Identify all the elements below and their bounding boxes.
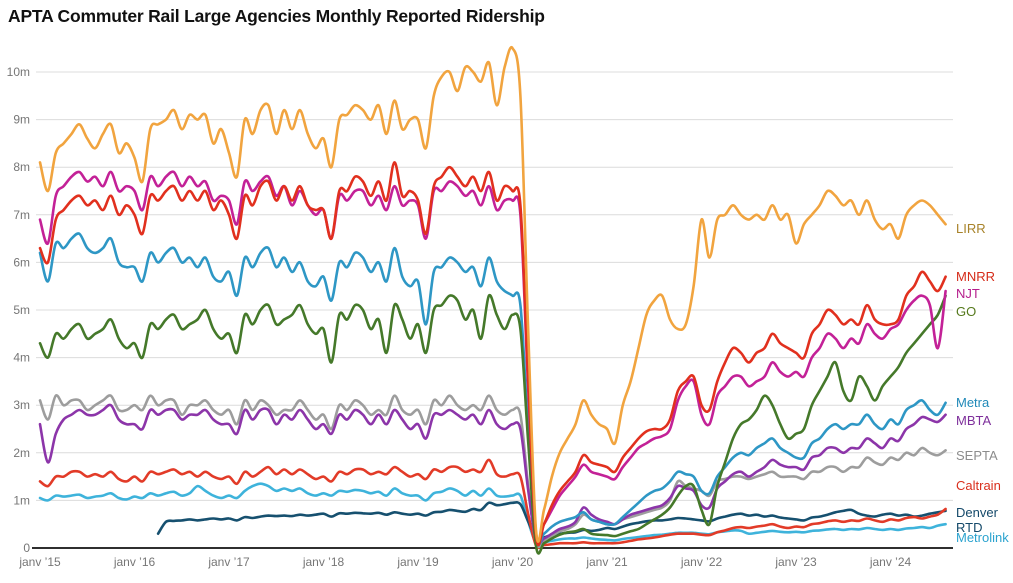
series-line-septa xyxy=(38,394,947,549)
x-axis-tick-label: janv ’17 xyxy=(207,555,250,569)
chart-title: APTA Commuter Rail Large Agencies Monthl… xyxy=(8,6,545,26)
series-line-njt xyxy=(38,170,947,544)
series-line-caltrain xyxy=(38,458,947,550)
y-axis-tick-label: 4m xyxy=(13,351,30,365)
series-line-lirr xyxy=(38,45,947,543)
x-axis-tick-label: janv ’20 xyxy=(491,555,534,569)
x-axis-tick-label: janv ’24 xyxy=(869,555,912,569)
series-line-go xyxy=(38,293,947,555)
x-axis-tick-label: janv ’19 xyxy=(396,555,439,569)
x-axis-tick-label: janv ’23 xyxy=(774,555,817,569)
x-axis-tick-label: janv ’18 xyxy=(302,555,345,569)
y-axis-tick-label: 1m xyxy=(13,493,30,507)
y-axis-tick-label: 8m xyxy=(13,160,30,174)
x-axis-tick-label: janv ’15 xyxy=(18,555,61,569)
y-axis-tick-label: 9m xyxy=(13,113,30,127)
y-axis-tick-label: 5m xyxy=(13,303,30,317)
series-line-metrolink xyxy=(38,482,947,546)
series-line-mbta xyxy=(38,403,947,546)
x-axis-tick-label: janv ’22 xyxy=(680,555,723,569)
series-line-metra xyxy=(38,232,947,547)
y-axis-tick-label: 2m xyxy=(13,446,30,460)
x-axis-tick-label: janv ’16 xyxy=(113,555,156,569)
y-axis-tick-label: 6m xyxy=(13,255,30,269)
y-axis-tick-label: 3m xyxy=(13,398,30,412)
y-axis-tick-label: 10m xyxy=(7,65,30,79)
series-line-mnrr xyxy=(38,161,947,547)
y-axis-tick-label: 0 xyxy=(23,541,30,555)
y-axis-tick-label: 7m xyxy=(13,208,30,222)
x-axis-tick-label: janv ’21 xyxy=(585,555,628,569)
